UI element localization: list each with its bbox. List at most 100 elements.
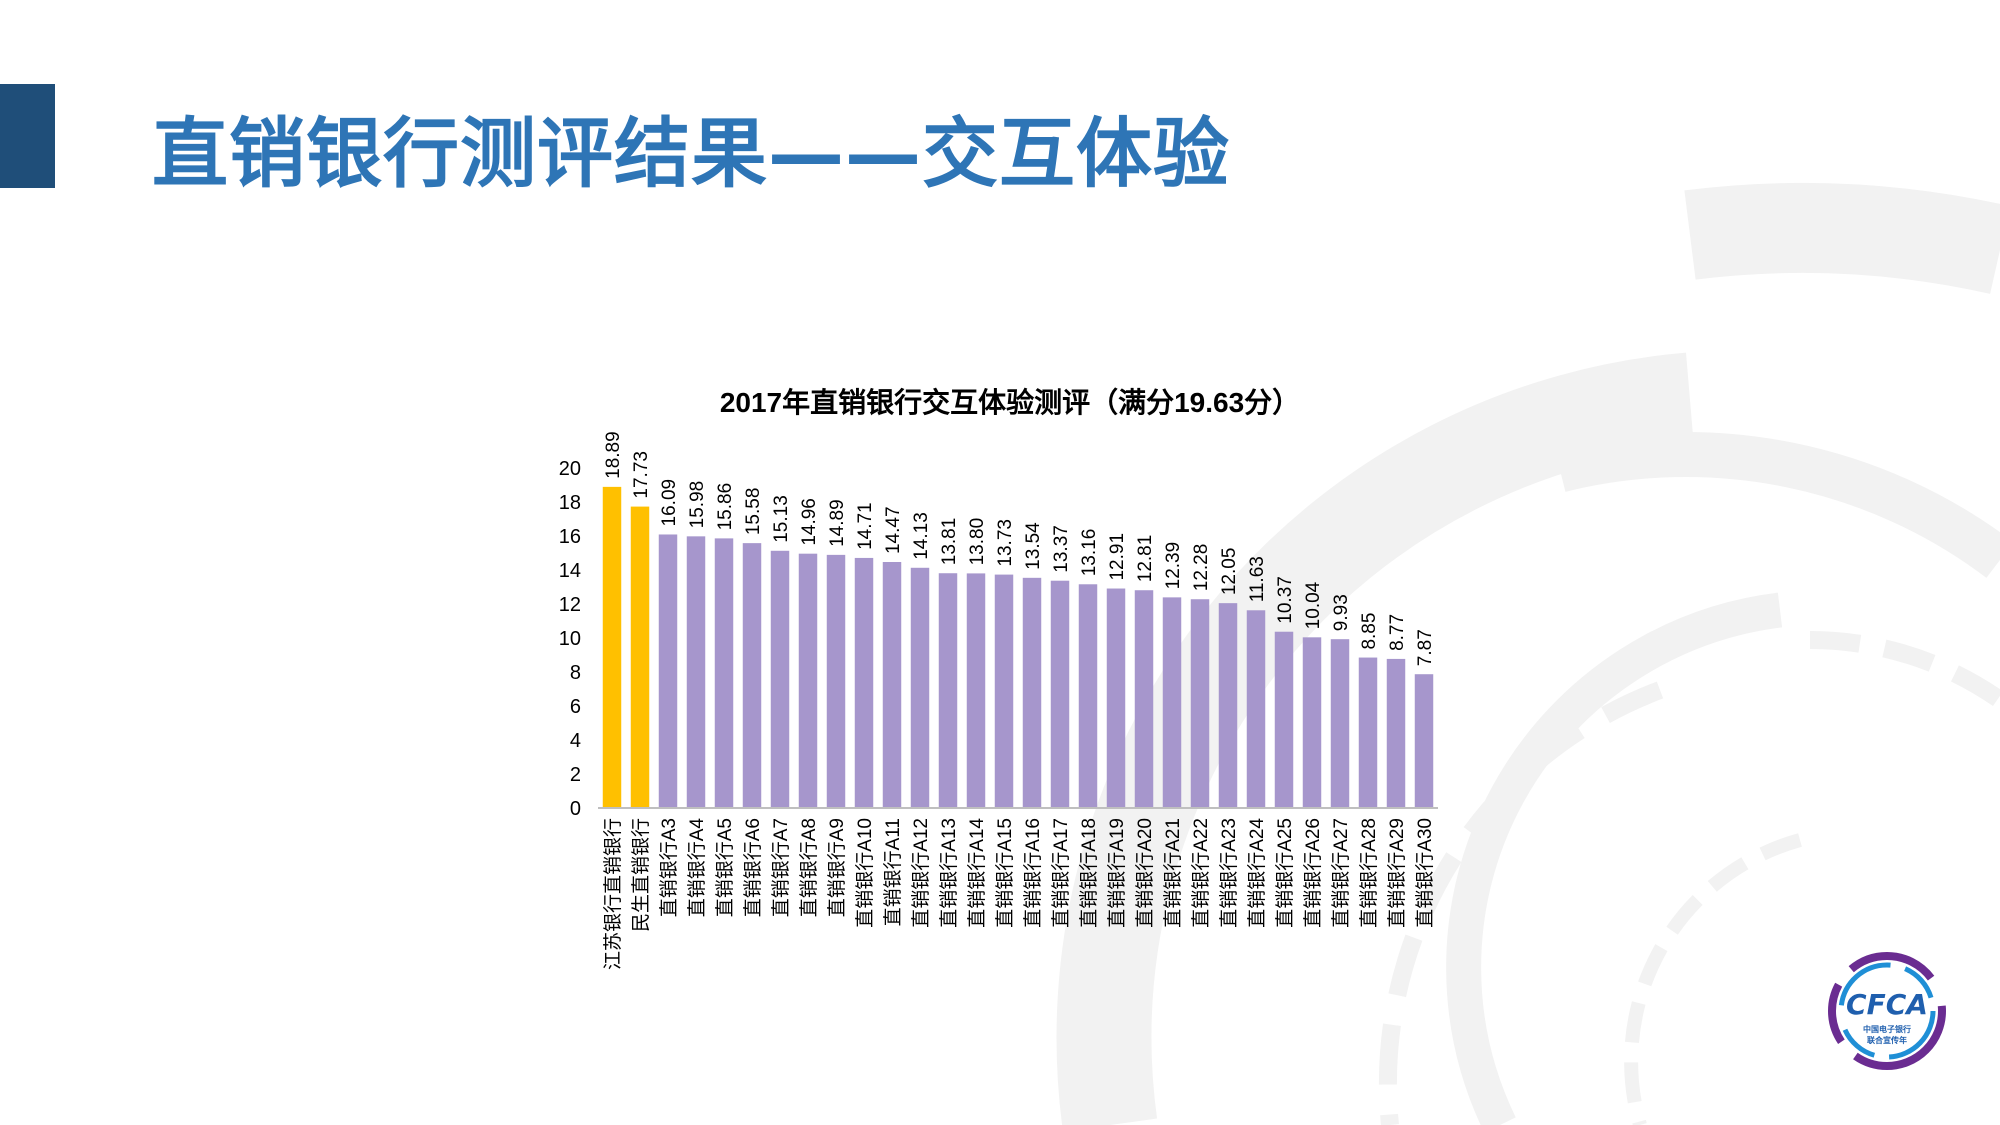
bar (1106, 588, 1126, 808)
y-tick-label: 12 (559, 594, 581, 616)
category-label: 直销银行A25 (1274, 818, 1296, 928)
value-label: 15.86 (715, 483, 736, 531)
category-label: 直销银行A3 (658, 818, 680, 917)
bar (602, 486, 622, 808)
category-label: 直销银行A5 (714, 818, 736, 917)
value-label: 12.28 (1191, 544, 1212, 592)
y-tick-label: 4 (570, 730, 581, 752)
category-label: 直销银行A29 (1386, 818, 1408, 928)
category-label: 直销银行A16 (1022, 818, 1044, 928)
value-label: 13.73 (995, 519, 1016, 567)
title-accent-bar (0, 84, 55, 188)
cfca-logo: CFCA 中国电子银行 联合宣传年 (1822, 946, 1952, 1076)
bar (1274, 631, 1294, 808)
bar (826, 554, 846, 808)
category-label: 直销银行A8 (798, 818, 820, 917)
category-label: 直销银行A7 (770, 818, 792, 917)
bar (1162, 597, 1182, 808)
bar (994, 574, 1014, 808)
y-tick-label: 10 (559, 628, 581, 650)
value-label: 13.37 (1051, 525, 1072, 573)
category-label: 民生直销银行 (630, 818, 652, 932)
value-label: 13.54 (1023, 522, 1044, 570)
bar (686, 536, 706, 808)
value-label: 12.91 (1107, 533, 1128, 581)
category-label: 直销银行A28 (1358, 818, 1380, 928)
value-label: 8.85 (1359, 613, 1380, 650)
value-label: 15.58 (743, 488, 764, 536)
bar (1246, 610, 1266, 808)
category-label: 直销银行A22 (1190, 818, 1212, 928)
bar (742, 543, 762, 808)
bar (1078, 584, 1098, 808)
category-label: 直销银行A30 (1414, 818, 1436, 928)
bar (1134, 590, 1154, 808)
bar (630, 506, 650, 808)
bar (1330, 639, 1350, 808)
value-label: 10.37 (1275, 576, 1296, 624)
category-label: 直销银行A4 (686, 818, 708, 918)
value-label: 16.09 (659, 479, 680, 527)
logo-line2: 联合宣传年 (1867, 1036, 1907, 1045)
value-label: 9.93 (1331, 594, 1352, 631)
bar (1386, 658, 1406, 808)
value-label: 12.81 (1135, 535, 1156, 583)
category-label: 直销银行A10 (854, 818, 876, 928)
y-tick-label: 6 (570, 696, 581, 718)
value-label: 15.13 (771, 495, 792, 543)
value-label: 10.04 (1303, 581, 1324, 629)
category-label: 直销银行A24 (1246, 818, 1268, 928)
value-label: 14.89 (827, 499, 848, 547)
value-label: 17.73 (631, 451, 652, 499)
bar (714, 538, 734, 808)
value-label: 12.39 (1163, 542, 1184, 590)
y-tick-label: 18 (559, 492, 581, 514)
category-label: 直销银行A26 (1302, 818, 1324, 928)
category-label: 直销银行A18 (1078, 818, 1100, 928)
bar (854, 557, 874, 808)
value-label: 7.87 (1415, 629, 1436, 666)
bar (1190, 599, 1210, 808)
bar (770, 550, 790, 808)
value-label: 18.89 (603, 431, 624, 479)
category-label: 直销银行A13 (938, 818, 960, 928)
category-label: 直销银行A19 (1106, 818, 1128, 928)
category-label: 直销银行A23 (1218, 818, 1240, 928)
logo-line1: 中国电子银行 (1863, 1025, 1911, 1034)
value-label: 13.16 (1079, 529, 1100, 577)
value-label: 14.13 (911, 512, 932, 560)
chart-title: 2017年直销银行交互体验测评（满分19.63分） (720, 386, 1300, 418)
value-label: 11.63 (1247, 556, 1268, 602)
y-tick-label: 14 (559, 560, 581, 582)
y-tick-label: 8 (570, 662, 581, 684)
bar (1050, 580, 1070, 808)
bar (1218, 603, 1238, 808)
y-tick-label: 20 (559, 458, 581, 480)
bar (1302, 637, 1322, 808)
value-label: 14.71 (855, 502, 876, 550)
value-label: 12.05 (1219, 548, 1240, 596)
value-label: 15.98 (687, 481, 708, 529)
logo-mark: CFCA (1846, 988, 1928, 1021)
y-tick-label: 2 (570, 764, 581, 786)
slide-title: 直销银行测评结果——交互体验 (152, 109, 1230, 198)
category-label: 直销银行A17 (1050, 818, 1072, 928)
category-label: 直销银行A9 (826, 818, 848, 917)
bar (882, 562, 902, 808)
category-label: 直销银行A14 (966, 818, 988, 928)
bar (938, 573, 958, 808)
y-tick-label: 0 (570, 798, 581, 820)
value-label: 13.80 (967, 518, 988, 566)
y-tick-label: 16 (559, 526, 581, 548)
bar (1358, 657, 1378, 808)
bar (910, 567, 930, 808)
value-label: 14.47 (883, 506, 904, 554)
bar (798, 553, 818, 808)
category-label: 直销银行A20 (1134, 818, 1156, 928)
bar (966, 573, 986, 808)
category-label: 直销银行A21 (1162, 818, 1184, 928)
value-label: 8.77 (1387, 614, 1408, 651)
category-label: 直销银行A11 (882, 818, 904, 926)
